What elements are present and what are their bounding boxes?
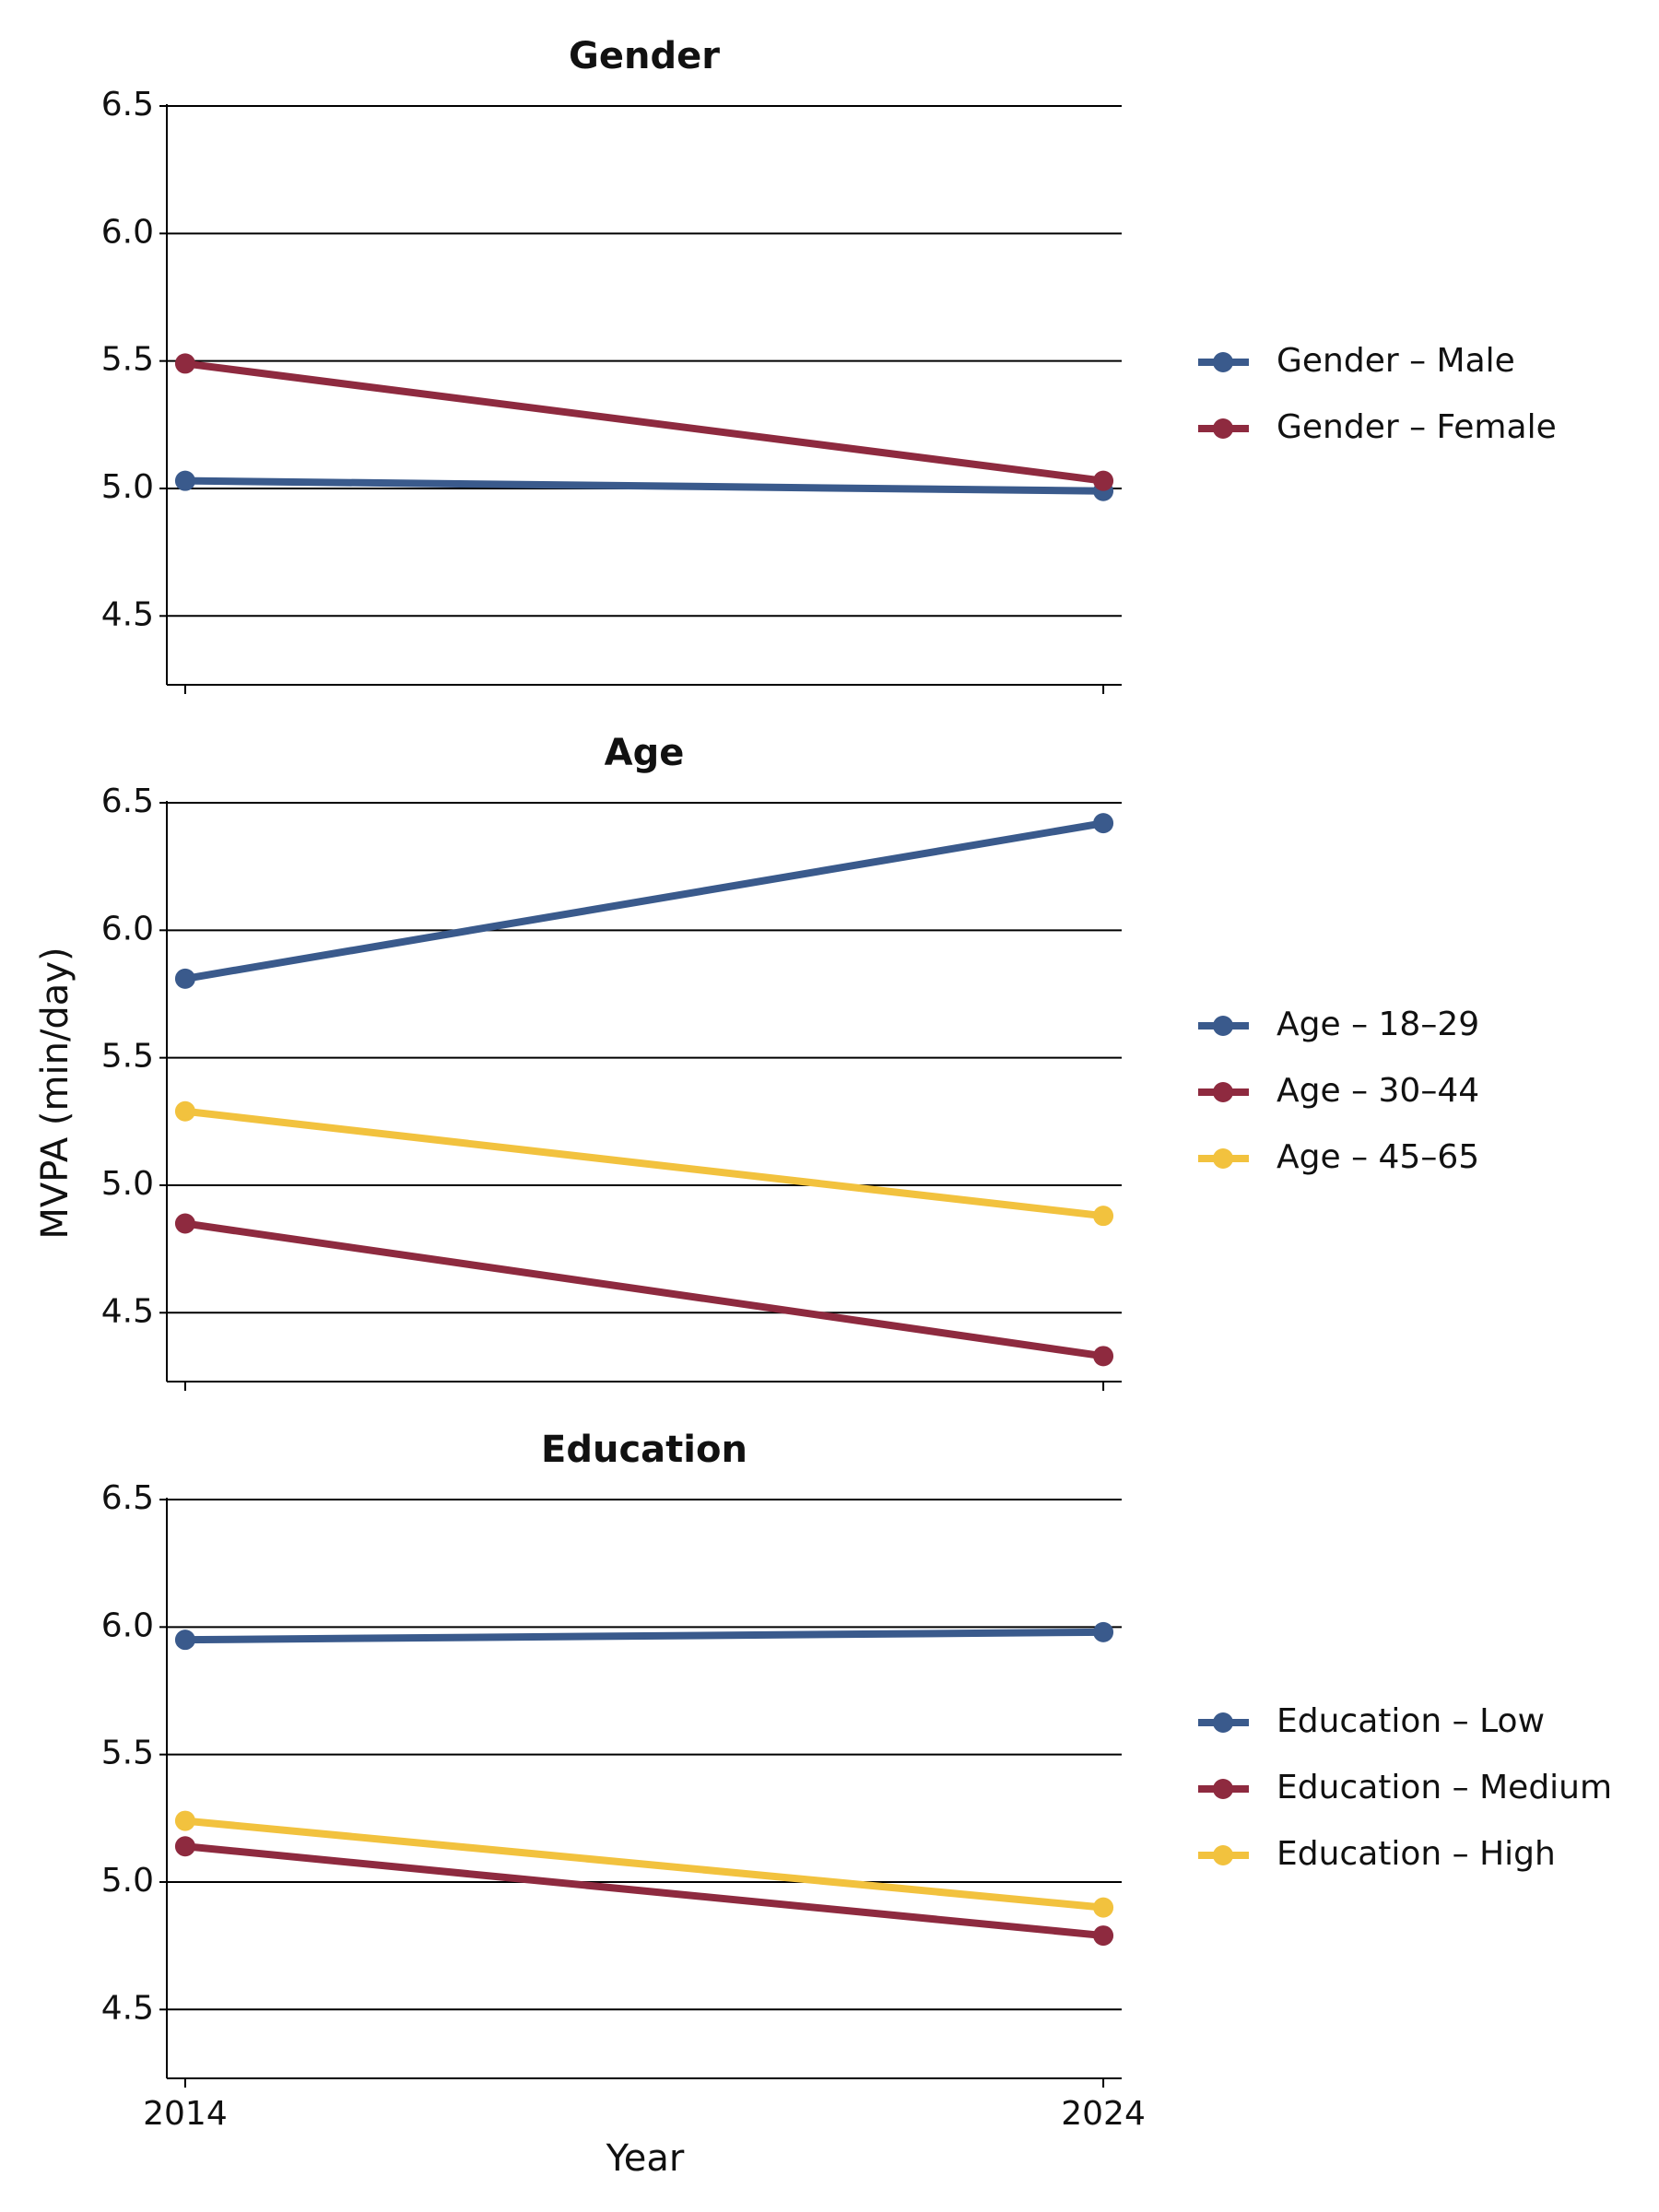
data-point (1093, 1621, 1114, 1642)
legend-marker (1213, 352, 1233, 372)
y-tick-label: 6.5 (101, 1479, 154, 1517)
line-series (184, 1842, 1104, 1940)
data-point (174, 1630, 195, 1651)
data-point (174, 968, 195, 989)
y-tick-label: 5.0 (101, 1862, 154, 1900)
y-tick-label: 5.0 (101, 468, 154, 506)
x-tick-label: 2024 (1061, 2095, 1146, 2133)
panel-title: Age (605, 732, 685, 774)
legend-label: Age – 45–65 (1277, 1138, 1479, 1176)
line-series (184, 1817, 1104, 1912)
legend-marker (1213, 1016, 1233, 1036)
line-series (184, 359, 1104, 485)
legend-marker (1213, 1845, 1233, 1865)
legend-label: Gender – Female (1277, 408, 1557, 446)
y-tick-label: 5.5 (101, 1735, 154, 1772)
legend-label: Age – 18–29 (1277, 1006, 1479, 1043)
y-tick-label: 6.0 (101, 213, 154, 251)
legend-marker (1213, 1712, 1233, 1733)
data-point (174, 1810, 195, 1831)
legend-label: Education – Low (1277, 1702, 1545, 1740)
y-tick-label: 4.5 (101, 1292, 154, 1330)
panel-title: Education (541, 1429, 747, 1471)
y-tick-label: 5.5 (101, 1038, 154, 1076)
legend-marker (1213, 1082, 1233, 1102)
data-point (1093, 813, 1114, 834)
y-tick-label: 6.0 (101, 910, 154, 947)
legend-label: Age – 30–44 (1277, 1072, 1479, 1110)
panel-title: Gender (569, 35, 720, 77)
y-tick-label: 5.5 (101, 341, 154, 379)
y-tick-label: 6.0 (101, 1606, 154, 1644)
y-tick-label: 6.5 (101, 782, 154, 820)
legend-marker (1213, 418, 1233, 439)
legend-label: Education – Medium (1277, 1769, 1612, 1806)
data-point (1093, 1206, 1114, 1227)
data-point (174, 353, 195, 374)
data-point (1093, 1346, 1114, 1367)
y-tick-label: 4.5 (101, 595, 154, 633)
data-point (174, 1213, 195, 1234)
legend-marker (1213, 1779, 1233, 1799)
legend-marker (1213, 1148, 1233, 1169)
legend-label: Gender – Male (1277, 342, 1515, 380)
y-tick-label: 5.0 (101, 1165, 154, 1203)
line-series (184, 819, 1104, 982)
data-point (1093, 1925, 1114, 1947)
line-series (184, 1219, 1104, 1360)
x-tick-label: 2014 (143, 2095, 228, 2133)
y-tick-label: 6.5 (101, 86, 154, 124)
data-point (174, 1100, 195, 1122)
data-point (1093, 470, 1114, 491)
y-axis-label: MVPA (min/day) (34, 947, 76, 1239)
line-series (184, 477, 1104, 495)
x-axis-label: Year (606, 2137, 685, 2180)
data-point (174, 470, 195, 491)
legend-label: Education – High (1277, 1835, 1556, 1873)
data-point (174, 1836, 195, 1857)
line-series (184, 1628, 1104, 1644)
data-point (1093, 1897, 1114, 1918)
line-series (184, 1107, 1104, 1220)
y-tick-label: 4.5 (101, 1989, 154, 2027)
